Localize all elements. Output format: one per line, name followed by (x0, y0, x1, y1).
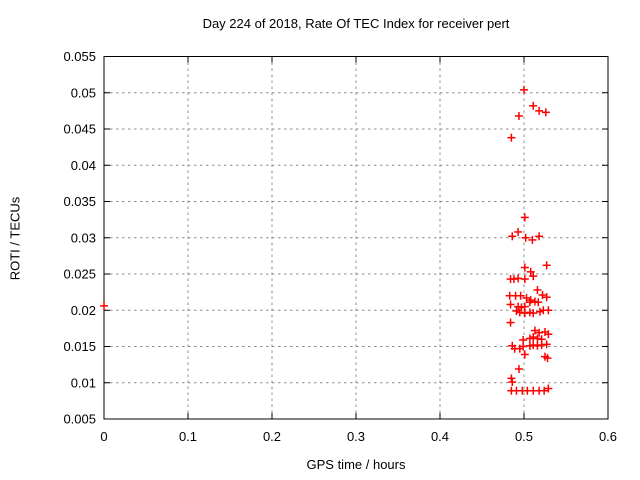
x-tick-label: 0.4 (431, 429, 449, 444)
y-axis-label: ROTI / TECUs (7, 196, 23, 281)
x-tick-label: 0.2 (263, 429, 281, 444)
y-tick-label: 0.02 (71, 303, 96, 318)
x-tick-label: 0.1 (179, 429, 197, 444)
y-tick-label: 0.04 (71, 158, 96, 173)
y-tick-label: 0.01 (71, 375, 96, 390)
y-tick-label: 0.045 (63, 122, 96, 137)
x-tick-label: 0 (100, 429, 107, 444)
y-tick-label: 0.015 (63, 339, 96, 354)
y-tick-label: 0.035 (63, 194, 96, 209)
x-tick-label: 0.5 (515, 429, 533, 444)
chart-title: Day 224 of 2018, Rate Of TEC Index for r… (202, 16, 510, 31)
x-axis-label: GPS time / hours (306, 457, 406, 472)
y-tick-label: 0.005 (63, 412, 96, 427)
y-tick-label: 0.05 (71, 85, 96, 100)
y-tick-label: 0.03 (71, 230, 96, 245)
x-tick-label: 0.3 (347, 429, 365, 444)
x-tick-label: 0.6 (599, 429, 617, 444)
y-tick-label: 0.055 (63, 49, 96, 64)
y-tick-label: 0.025 (63, 267, 96, 282)
